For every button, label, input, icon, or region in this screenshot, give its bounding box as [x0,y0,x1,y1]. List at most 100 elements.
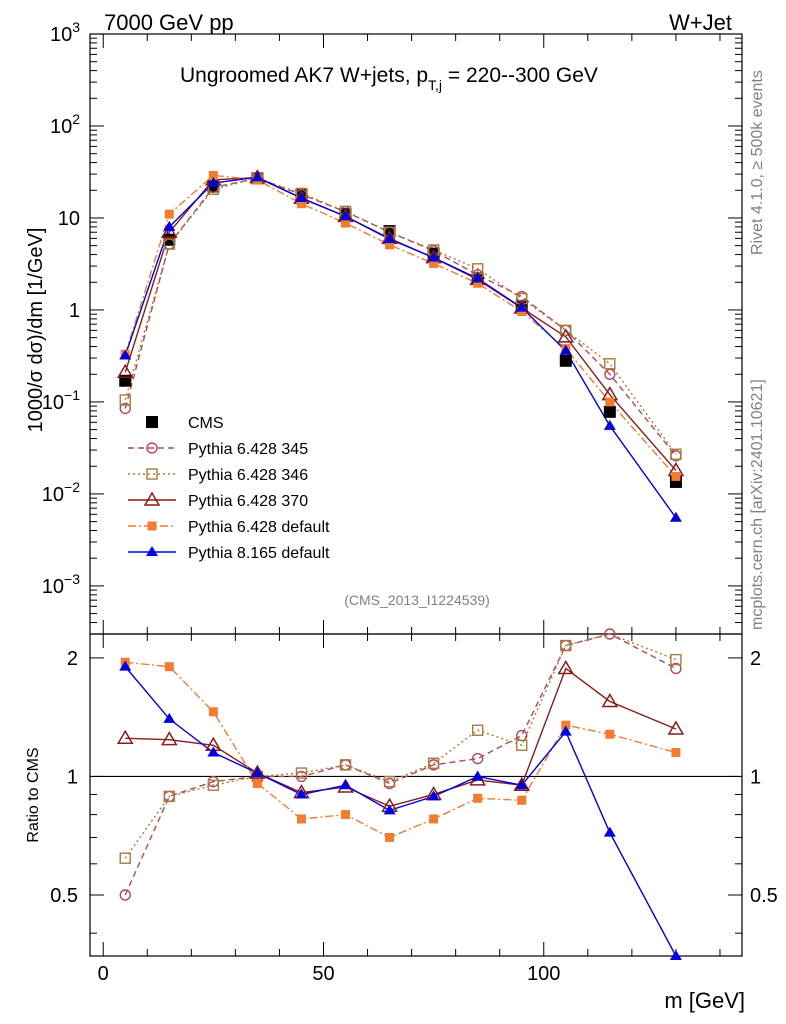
ratio-2-point [116,729,134,745]
ratio-0-point [516,729,528,742]
series-line-2 [124,177,677,455]
y-tick-label: 102 [50,111,80,138]
series-4-point [429,258,439,268]
y-axis-label: 1000/σ dσ)/dm [1/GeV] [25,228,47,433]
legend-label-5: Pythia 8.165 default [188,545,330,562]
series-2-point [163,238,175,250]
ratio-1-point [119,852,131,864]
series-4-point [671,471,681,481]
series-3-point [557,328,575,343]
series-5-point [295,191,308,202]
legend-label-3: Pythia 6.428 370 [188,493,308,510]
ratio-3-point [517,795,527,805]
ratio-1-point [670,653,682,666]
analysis-watermark: (CMS_2013_I1224539) [344,592,490,608]
ratio-0-point [604,628,616,640]
series-5-point [515,301,528,312]
series-5-point [603,419,616,430]
ratio-3-point [164,662,174,672]
x-tick-label: 50 [312,963,334,985]
ratio-tick-label-right: 0.5 [750,885,778,907]
y-tick-label: 10 [58,208,80,230]
legend-label-4: Pythia 6.428 default [188,519,330,536]
ratio-plot-frame [89,633,743,957]
x-tick-label: 100 [527,963,560,985]
series-5-point [163,220,176,231]
series-0-point [559,354,572,367]
ratio-3-point [473,793,483,803]
y-tick-label: 103 [50,19,80,46]
series-4-point [385,240,395,250]
ratio-4-point [207,746,220,757]
ratio-4-point [339,779,352,790]
ratio-1-point [339,759,352,771]
ratio-3-point [252,778,262,788]
ratio-0-point [670,662,682,675]
series-1-point [119,402,131,415]
ratio-4-point [163,712,176,723]
header-left: 7000 GeV pp [104,10,234,35]
ratio-3-point [429,814,439,824]
ratio-2-point [249,764,266,779]
y-tick-label: 10−2 [42,479,80,506]
ratio-3-point [561,720,571,730]
ratio-3-point [341,810,351,820]
ratio-2-point [160,731,178,746]
y-tick-label: 1 [69,300,80,322]
ratio-line-0 [124,633,677,896]
legend-marker-1 [146,442,158,454]
header-right: W+Jet [669,10,732,35]
series-3-point [116,363,134,379]
series-2-point [604,358,616,370]
series-5-point [251,171,264,182]
ratio-3-point [671,748,681,758]
series-5-point [559,344,572,355]
ratio-4-point [251,767,264,778]
legend-marker-3 [143,491,161,506]
mcplots-label: mcplots.cern.ch [arXiv:2401.10621] [749,379,766,630]
ratio-4-point [603,826,616,837]
title-main: Ungroomed AK7 W+jets, p [180,64,428,87]
ratio-4-point [427,790,440,801]
ratio-2-point [513,776,531,791]
ratio-tick-label-right: 1 [750,766,761,788]
ratio-tick-label-right: 2 [750,648,761,670]
ratio-1-point [383,775,396,788]
ratio-0-point [471,752,484,765]
title-sub-j: ,j [435,77,442,93]
series-4-point [296,199,306,209]
legend-marker-4 [147,521,157,531]
legend-marker-0 [146,416,158,428]
series-markers [116,169,685,960]
ratio-line-4 [124,666,677,957]
rivet-label: Rivet 4.1.0, ≥ 500k events [749,70,766,255]
axis-ticks: 0 50 100 10−3 10−2 10−1 1 10 102 103 0.5 0.5 1 1 2 2 [42,19,778,985]
ratio-line-1 [124,633,677,859]
series-4-point [164,209,174,219]
ratio-0-point [119,889,131,901]
ratio-tick-label-left: 2 [67,648,78,670]
ratio-4-point [669,950,682,960]
series-0-point [603,405,616,418]
title-range: = 220--300 GeV [442,64,598,87]
ratio-4-point [559,725,572,736]
title-sub-t: T [428,77,437,93]
series-5-point [339,210,352,221]
ratio-3-point [385,832,395,842]
series-4-point [208,170,218,180]
ratio-1-point [471,724,484,736]
ratio-3-point [296,814,306,824]
series-4-point [605,397,615,407]
legend-marker-5 [146,546,158,556]
legend: CMS Pythia 6.428 345 Pythia 6.428 346 Pythi… [128,415,330,562]
ratio-axis-label: Ratio to CMS [25,747,42,842]
series-2-point [670,448,682,460]
series-5-point [383,233,396,244]
ratio-3-point [208,707,218,717]
legend-marker-2 [146,468,158,480]
series-5-point [207,176,220,187]
ratio-4-point [383,804,396,815]
ratio-4-point [295,788,308,799]
series-5-point [119,349,132,360]
series-5-point [669,511,682,522]
